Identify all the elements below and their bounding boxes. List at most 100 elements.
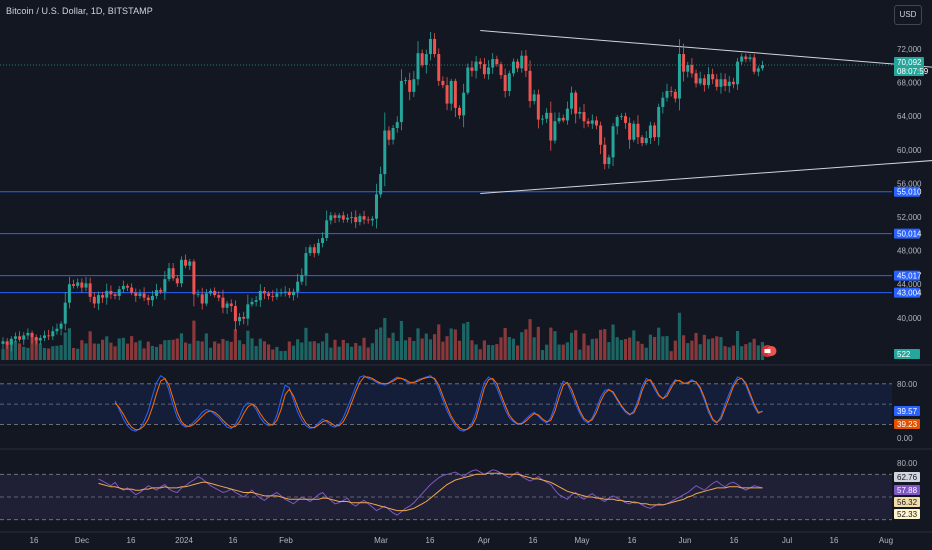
candle <box>590 120 594 124</box>
candle <box>354 217 358 223</box>
candle <box>155 290 159 296</box>
candle <box>254 300 258 302</box>
candle <box>632 123 636 140</box>
volume-bar <box>92 343 96 360</box>
level-badge-bg <box>894 186 920 197</box>
candle <box>698 78 702 84</box>
volume-badge-label: 522 <box>897 350 911 359</box>
time-tick-label: 16 <box>628 536 637 545</box>
candle <box>242 316 246 319</box>
candle <box>416 53 420 80</box>
volume-bar <box>665 336 669 360</box>
volume-bar <box>18 343 22 360</box>
candle <box>599 125 603 145</box>
countdown-badge: 08:07:59 <box>897 67 929 76</box>
volume-bar <box>262 341 267 360</box>
time-tick-label: Jun <box>679 536 692 545</box>
volume-bar <box>520 332 524 360</box>
candle <box>171 268 175 279</box>
rsi-badge-bg <box>894 485 920 495</box>
volume-bar <box>308 341 312 360</box>
candle <box>213 290 217 296</box>
volume-bar <box>723 346 727 360</box>
candle <box>578 112 582 114</box>
volume-bar <box>466 321 470 360</box>
volume-bar <box>312 341 316 360</box>
volume-bar <box>474 344 478 360</box>
volume-bar <box>457 340 462 360</box>
volume-bar <box>51 346 55 360</box>
candle <box>18 336 22 340</box>
candle <box>113 294 117 296</box>
volume-bar <box>661 336 665 360</box>
candle <box>516 61 520 69</box>
candle <box>22 335 26 340</box>
volume-bar <box>374 329 379 360</box>
candle <box>200 294 204 304</box>
candle <box>80 282 84 288</box>
volume-bar <box>84 343 88 360</box>
volume-bar <box>30 337 34 360</box>
volume-bar <box>748 342 752 360</box>
candle <box>462 92 466 116</box>
candle <box>375 194 378 219</box>
candle <box>453 80 457 108</box>
level-badge-label: 55,010 <box>897 188 922 197</box>
candle <box>275 293 279 297</box>
volume-bar <box>652 336 657 360</box>
candle <box>582 112 586 122</box>
volume-bar <box>561 344 565 360</box>
price-tick-label: 44,000 <box>897 280 922 289</box>
candle <box>744 56 748 60</box>
candle <box>5 341 9 345</box>
level-badge-label: 45,017 <box>897 272 922 281</box>
candle <box>192 261 196 295</box>
candle <box>760 65 764 69</box>
volume-bar <box>549 327 553 360</box>
volume-bar <box>524 329 528 360</box>
stochastic-k-badge-label: 39.57 <box>897 407 918 416</box>
candle <box>441 80 445 86</box>
volume-bar <box>648 334 652 360</box>
candle <box>723 79 727 86</box>
volume-bar <box>59 345 63 360</box>
candle <box>296 281 300 292</box>
volume-bar <box>192 320 196 360</box>
candle <box>308 247 312 254</box>
volume-bar <box>163 340 167 360</box>
volume-bar <box>208 347 213 360</box>
volume-bar <box>557 344 561 360</box>
volume-bar <box>437 324 441 360</box>
volume-bar <box>22 346 26 360</box>
candle <box>653 125 657 138</box>
volume-bar <box>574 330 578 360</box>
volume-bar <box>171 339 175 360</box>
candle <box>499 64 503 76</box>
volume-bar <box>142 348 146 360</box>
candle <box>55 328 59 332</box>
candle <box>358 216 362 223</box>
candle <box>731 81 735 85</box>
candle <box>570 92 574 109</box>
candle <box>528 70 532 102</box>
candle <box>507 73 511 91</box>
candle <box>88 283 92 297</box>
currency-button[interactable]: USD <box>894 5 922 25</box>
volume-bar <box>88 331 92 360</box>
volume-bar <box>582 333 586 360</box>
volume-bar <box>731 345 735 360</box>
candle <box>262 290 266 294</box>
candle <box>520 55 524 69</box>
volume-bar <box>607 342 611 360</box>
stochastic-k-badge-bg <box>894 406 920 416</box>
volume-bar <box>283 350 287 360</box>
rsi-badge-bg <box>894 497 920 507</box>
candle <box>76 282 80 286</box>
volume-bar <box>125 343 130 360</box>
candle <box>9 338 13 345</box>
volume-bar <box>80 340 84 360</box>
candle <box>159 290 163 292</box>
volume-bar <box>619 339 623 360</box>
candle <box>204 293 208 304</box>
